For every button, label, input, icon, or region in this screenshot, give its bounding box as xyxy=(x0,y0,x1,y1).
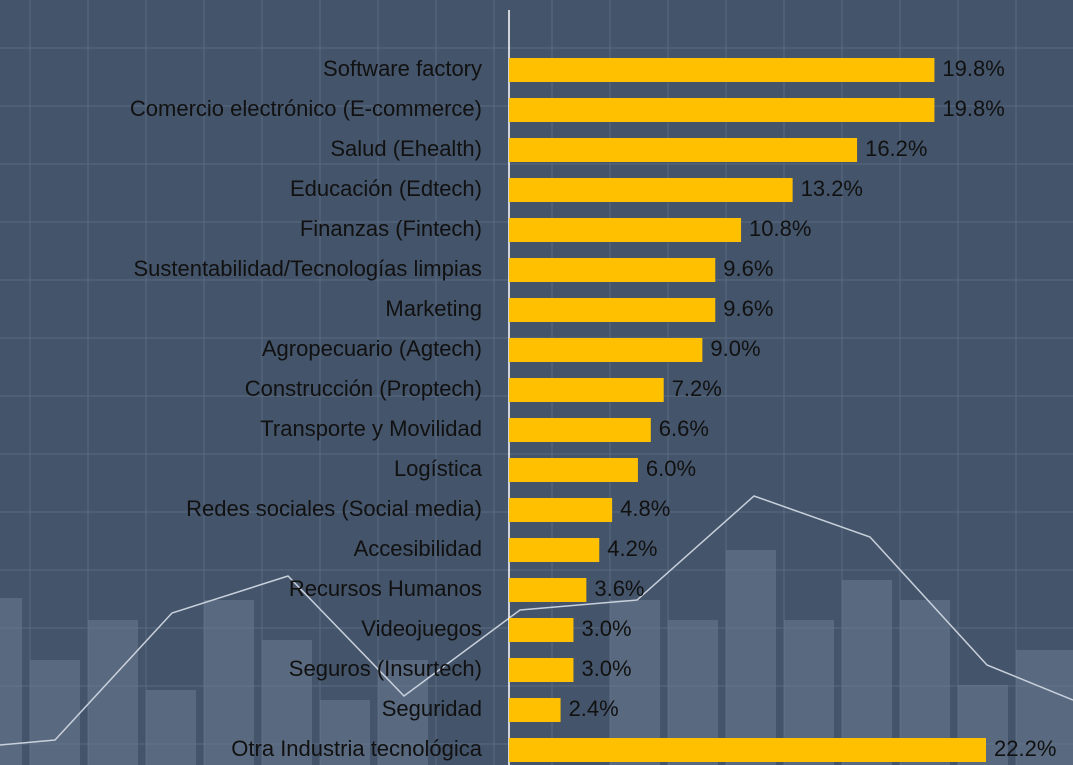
bar xyxy=(509,218,742,242)
category-label: Otra Industria tecnológica xyxy=(231,736,482,761)
bar xyxy=(509,538,600,562)
value-label: 16.2% xyxy=(865,136,927,161)
bar xyxy=(509,738,986,762)
category-label: Transporte y Movilidad xyxy=(260,416,482,441)
bar xyxy=(509,418,651,442)
category-label: Finanzas (Fintech) xyxy=(300,216,482,241)
value-label: 6.0% xyxy=(646,456,696,481)
bar xyxy=(509,458,638,482)
bar xyxy=(509,58,935,82)
category-label: Software factory xyxy=(323,56,482,81)
value-label: 3.6% xyxy=(594,576,644,601)
bar xyxy=(509,258,716,282)
value-label: 4.8% xyxy=(620,496,670,521)
value-label: 9.0% xyxy=(710,336,760,361)
category-label: Videojuegos xyxy=(361,616,482,641)
value-label: 7.2% xyxy=(672,376,722,401)
bar xyxy=(509,498,613,522)
bar xyxy=(509,698,561,722)
value-label: 3.0% xyxy=(581,616,631,641)
bar xyxy=(509,98,935,122)
bar xyxy=(509,618,574,642)
category-label: Marketing xyxy=(385,296,482,321)
category-label: Salud (Ehealth) xyxy=(330,136,482,161)
value-label: 9.6% xyxy=(723,296,773,321)
value-label: 2.4% xyxy=(569,696,619,721)
category-label: Seguridad xyxy=(382,696,482,721)
value-label: 22.2% xyxy=(994,736,1056,761)
value-label: 9.6% xyxy=(723,256,773,281)
value-label: 19.8% xyxy=(942,56,1004,81)
category-label: Seguros (Insurtech) xyxy=(289,656,482,681)
value-label: 6.6% xyxy=(659,416,709,441)
category-label: Comercio electrónico (E-commerce) xyxy=(130,96,482,121)
category-label: Sustentabilidad/Tecnologías limpias xyxy=(133,256,482,281)
category-label: Redes sociales (Social media) xyxy=(186,496,482,521)
value-label: 19.8% xyxy=(942,96,1004,121)
category-label: Logística xyxy=(394,456,483,481)
category-label: Construcción (Proptech) xyxy=(245,376,482,401)
category-label: Educación (Edtech) xyxy=(290,176,482,201)
background-decoration xyxy=(0,495,1073,765)
value-label: 13.2% xyxy=(801,176,863,201)
value-label: 3.0% xyxy=(581,656,631,681)
category-label: Agropecuario (Agtech) xyxy=(262,336,482,361)
bar xyxy=(509,298,716,322)
category-label: Recursos Humanos xyxy=(289,576,482,601)
category-label: Accesibilidad xyxy=(354,536,482,561)
bar xyxy=(509,178,793,202)
bar xyxy=(509,138,858,162)
bar xyxy=(509,658,574,682)
value-label: 4.2% xyxy=(607,536,657,561)
bar xyxy=(509,378,664,402)
value-label: 10.8% xyxy=(749,216,811,241)
bar xyxy=(509,578,587,602)
bar xyxy=(509,338,703,362)
